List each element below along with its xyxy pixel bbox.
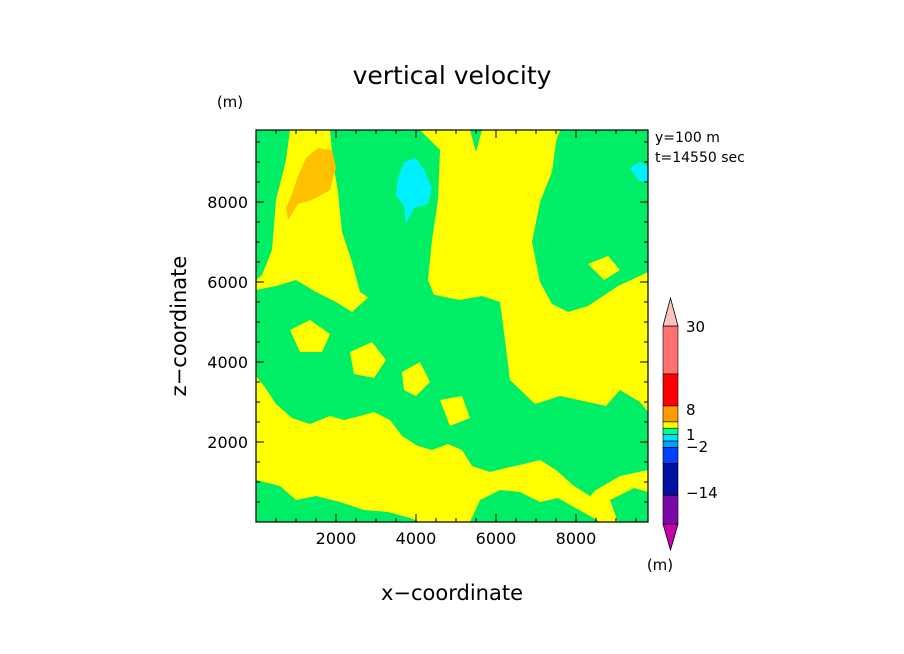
annotation-t: t=14550 sec — [655, 150, 745, 166]
colorbar-segment — [662, 427, 679, 435]
x-tick-label: 6000 — [476, 529, 517, 548]
colorbar-label: 8 — [686, 401, 696, 419]
x-tick-label: 2000 — [316, 529, 357, 548]
colorbar-segment — [662, 325, 679, 375]
x-tick-label: 8000 — [556, 529, 597, 548]
yellow-islands — [280, 256, 620, 452]
y-tick-label: 6000 — [207, 273, 248, 292]
y-axis-unit: (m) — [217, 93, 243, 111]
colorbar-label: 30 — [686, 318, 705, 336]
cyan-region — [396, 158, 432, 224]
x-tick-label: 4000 — [396, 529, 437, 548]
colorbar-segment — [662, 405, 679, 423]
contour-field — [256, 130, 648, 522]
x-axis-label: x−coordinate — [381, 581, 523, 605]
colorbar-top-triangle — [662, 296, 679, 327]
cyan-region-edge — [630, 162, 648, 184]
colorbar-segment — [662, 447, 679, 464]
colorbar-unit: (m) — [647, 556, 673, 574]
y-axis-label: z−coordinate — [167, 256, 191, 397]
axes: 2000 4000 6000 8000 2000 4000 6000 8000 — [207, 129, 649, 548]
colorbar-segment — [662, 421, 679, 429]
colorbar-segment — [662, 440, 679, 448]
colorbar-bottom-triangle — [662, 523, 679, 552]
colorbar-segment — [662, 463, 679, 496]
colorbar-segment — [662, 434, 679, 442]
colorbar-label: 1 — [686, 426, 696, 444]
colorbar-segment — [662, 373, 679, 407]
annotation-y: y=100 m — [655, 130, 720, 146]
chart-title: vertical velocity — [353, 61, 552, 90]
orange-region — [286, 148, 336, 220]
plot-frame — [255, 129, 649, 523]
y-tick-label: 2000 — [207, 433, 248, 452]
y-tick-label: 4000 — [207, 353, 248, 372]
colorbar-label: −2 — [686, 438, 708, 456]
colorbar-label: −14 — [686, 484, 718, 502]
y-tick-label: 8000 — [207, 193, 248, 212]
colorbar-segment — [662, 494, 679, 525]
colorbar: 30 8 1−2 −14 — [662, 296, 718, 552]
